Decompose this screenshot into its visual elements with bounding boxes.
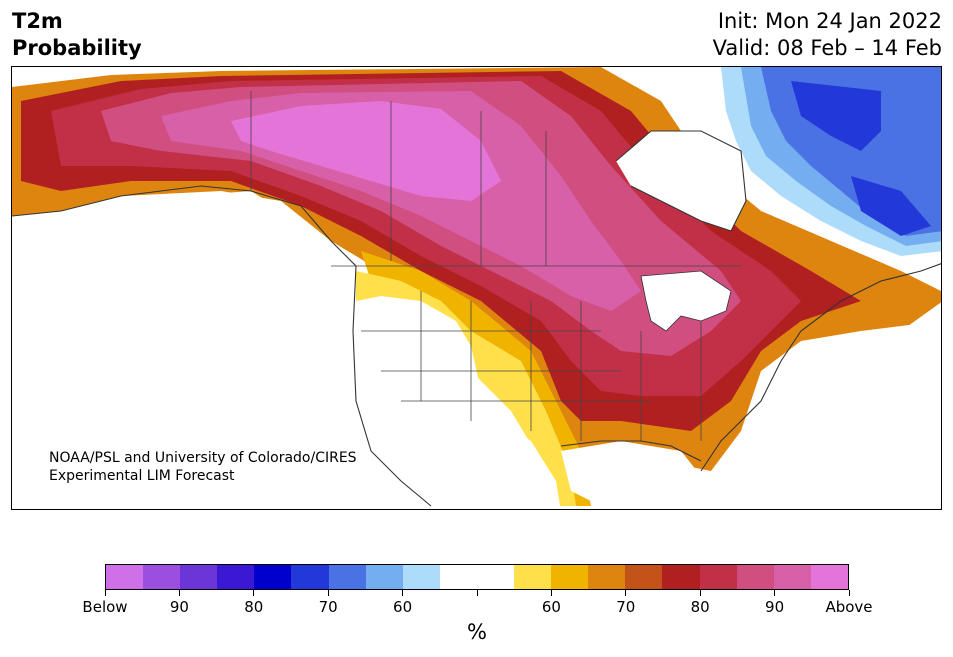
colorbar <box>105 564 849 590</box>
valid-range: Valid: 08 Feb – 14 Feb <box>712 36 942 60</box>
colorbar-tick <box>625 590 627 596</box>
colorbar-swatch <box>439 565 477 589</box>
colorbar-tick-label: 80 <box>690 598 710 616</box>
colorbar-tick <box>253 590 255 596</box>
title-block-left: T2m Probability <box>12 8 142 62</box>
title-variable: T2m <box>12 9 63 33</box>
colorbar-tick-label: 60 <box>541 598 561 616</box>
colorbar-tick <box>774 590 776 596</box>
colorbar-swatch <box>291 565 329 589</box>
colorbar-swatch <box>143 565 181 589</box>
forecast-map <box>11 66 942 510</box>
gulf-of-mexico <box>561 441 701 506</box>
atlantic-ocean <box>702 302 941 509</box>
colorbar-tick <box>476 590 478 596</box>
colorbar-swatch <box>402 565 440 589</box>
colorbar-swatch <box>736 565 774 589</box>
colorbar-tick <box>104 590 106 596</box>
colorbar-tick-label: 70 <box>318 598 338 616</box>
credit-line-1: NOAA/PSL and University of Colorado/CIRE… <box>49 450 357 466</box>
colorbar-tick-label: 80 <box>244 598 264 616</box>
init-date: Init: Mon 24 Jan 2022 <box>717 9 942 33</box>
colorbar-swatch <box>699 565 737 589</box>
credit-line-2: Experimental LIM Forecast <box>49 468 235 484</box>
colorbar-tick <box>178 590 180 596</box>
hudson-bay <box>616 131 746 231</box>
title-block-right: Init: Mon 24 Jan 2022 Valid: 08 Feb – 14… <box>713 8 942 62</box>
colorbar-unit: % <box>467 620 487 644</box>
colorbar-swatch <box>551 565 589 589</box>
colorbar-swatch <box>180 565 218 589</box>
colorbar-swatch <box>254 565 292 589</box>
colorbar-tick-label: 70 <box>616 598 636 616</box>
colorbar-tick-label: 90 <box>169 598 189 616</box>
band-below-deepblue <box>791 81 931 236</box>
colorbar-tick <box>848 590 850 596</box>
colorbar-swatch <box>106 565 144 589</box>
colorbar-swatch <box>588 565 626 589</box>
colorbar-swatch <box>328 565 366 589</box>
colorbar-swatch <box>662 565 700 589</box>
great-lakes <box>640 270 732 332</box>
colorbar-swatch <box>217 565 255 589</box>
colorbar-tick-label: Above <box>825 598 873 616</box>
title-metric: Probability <box>12 36 142 60</box>
colorbar-swatch <box>773 565 811 589</box>
no-signal-west <box>351 296 561 509</box>
north-america-map <box>12 67 941 509</box>
colorbar-tick-label: Below <box>82 598 128 616</box>
colorbar-swatch <box>365 565 403 589</box>
colorbar-tick <box>327 590 329 596</box>
colorbar-swatch <box>810 565 848 589</box>
colorbar-swatch <box>476 565 515 589</box>
colorbar-tick-label: 90 <box>765 598 785 616</box>
colorbar-swatch <box>514 565 552 589</box>
credit-block: NOAA/PSL and University of Colorado/CIRE… <box>49 449 357 485</box>
political-borders <box>250 91 741 441</box>
colorbar-tick-label: 60 <box>393 598 413 616</box>
colorbar-tick <box>699 590 701 596</box>
colorbar-tick <box>550 590 552 596</box>
colorbar-tick <box>402 590 404 596</box>
band-above-magenta <box>231 101 501 201</box>
colorbar-swatch <box>625 565 663 589</box>
pacific-ocean <box>12 191 419 509</box>
